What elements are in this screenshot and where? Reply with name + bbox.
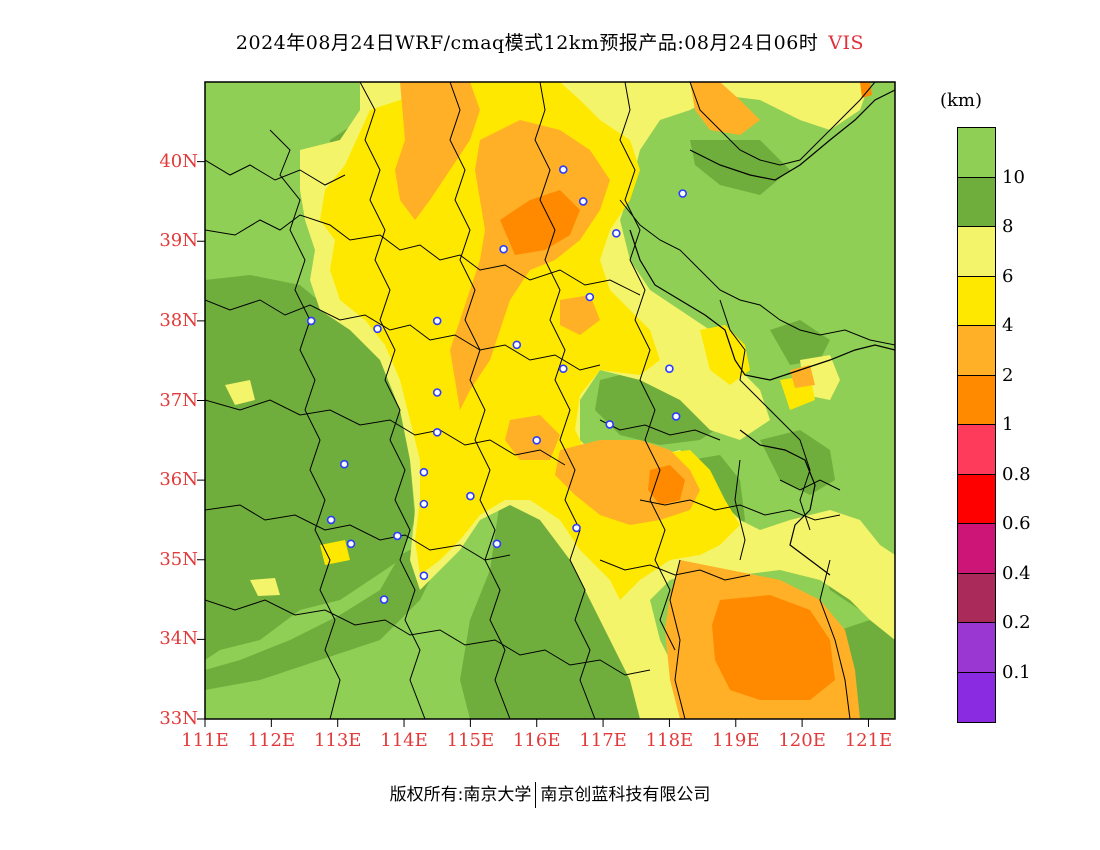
city-marker [432,316,442,326]
city-marker [585,292,595,302]
city-marker [393,531,402,541]
colorbar [957,127,996,723]
lat-label: 38N [159,309,198,331]
lon-label: 118E [645,730,694,751]
axis-ticks [197,161,869,727]
city-marker [346,539,356,549]
lon-label: 115E [446,730,495,751]
map-plot-area [205,82,895,719]
city-marker [419,467,429,477]
city-marker [373,324,382,334]
lat-label: 35N [159,548,198,570]
city-marker [432,388,442,397]
city-marker [678,189,688,198]
city-marker [578,197,588,206]
lon-label: 112E [247,730,296,751]
lon-label: 121E [844,730,893,751]
band-1-2 [500,82,872,700]
variable-label: VIS [828,32,865,54]
colorbar-swatch [958,177,995,227]
lon-label: 117E [579,730,627,751]
city-marker [558,364,568,374]
colorbar-unit: (km) [940,90,983,111]
city-marker [419,571,429,581]
colorbar-tick-label: 2 [1002,364,1014,386]
city-markers [306,165,688,604]
city-marker [306,316,316,326]
lon-label: 119E [712,730,760,751]
map-title: 2024年08月24日WRF/cmaq模式12km预报产品:08月24日06时 V… [0,28,1100,55]
lon-label: 113E [313,730,362,751]
colorbar-swatch [958,375,995,425]
colorbar-tick-label: 10 [1002,166,1025,188]
colorbar-tick-label: 0.6 [1002,513,1031,534]
colorbar-swatch [958,623,995,673]
lat-label: 40N [159,150,198,172]
colorbar-swatch [958,326,995,376]
footer-company: 南京创蓝科技有限公司 [540,785,711,805]
coastline [629,89,895,576]
colorbar-tick-label: 0.4 [1002,562,1031,584]
lat-label: 34N [159,628,198,650]
colorbar-tick-label: 0.1 [1002,661,1031,683]
colorbar-swatch [958,128,995,178]
footer: 版权所有:南京大学 南京创蓝科技有限公司 [0,780,1100,808]
city-marker [611,229,621,238]
colorbar-swatch [958,474,995,524]
city-marker [512,340,522,350]
lat-label: 36N [159,469,198,491]
city-marker [558,165,568,174]
city-marker [419,499,429,509]
city-marker [605,420,615,429]
colorbar-tick-label: 4 [1002,315,1014,336]
footer-separator [535,782,537,808]
lat-label: 37N [159,389,198,411]
city-marker [339,459,349,469]
city-marker [499,244,508,254]
city-marker [671,412,681,421]
colorbar-swatch [958,573,995,623]
lon-label: 111E [181,730,229,751]
city-marker [572,523,581,533]
colorbar-swatch [958,672,995,722]
city-marker [532,435,542,445]
lat-label: 39N [159,230,198,252]
city-marker [326,515,336,525]
city-marker [492,539,502,549]
map-title-text: 2024年08月24日WRF/cmaq模式12km预报产品:08月24日06时 [235,32,819,54]
city-marker [466,491,475,501]
colorbar-swatch [958,524,995,574]
lon-label: 114E [380,730,428,751]
colorbar-tick-label: 0.2 [1002,612,1031,633]
colorbar-swatch [958,425,995,475]
colorbar-tick-label: 0.8 [1002,463,1031,485]
colorbar-swatch [958,276,995,326]
lat-label: 33N [159,708,198,729]
footer-copyright: 版权所有:南京大学 [389,785,532,805]
colorbar-tick-label: 8 [1002,216,1014,237]
colorbar-swatch [958,227,995,277]
city-marker [379,595,389,604]
city-marker [432,427,442,437]
lon-label: 120E [778,730,826,751]
boundaries [205,82,895,719]
city-marker [665,364,674,374]
lon-label: 116E [512,730,561,751]
colorbar-tick-label: 6 [1002,265,1014,287]
colorbar-tick-label: 1 [1002,414,1014,435]
